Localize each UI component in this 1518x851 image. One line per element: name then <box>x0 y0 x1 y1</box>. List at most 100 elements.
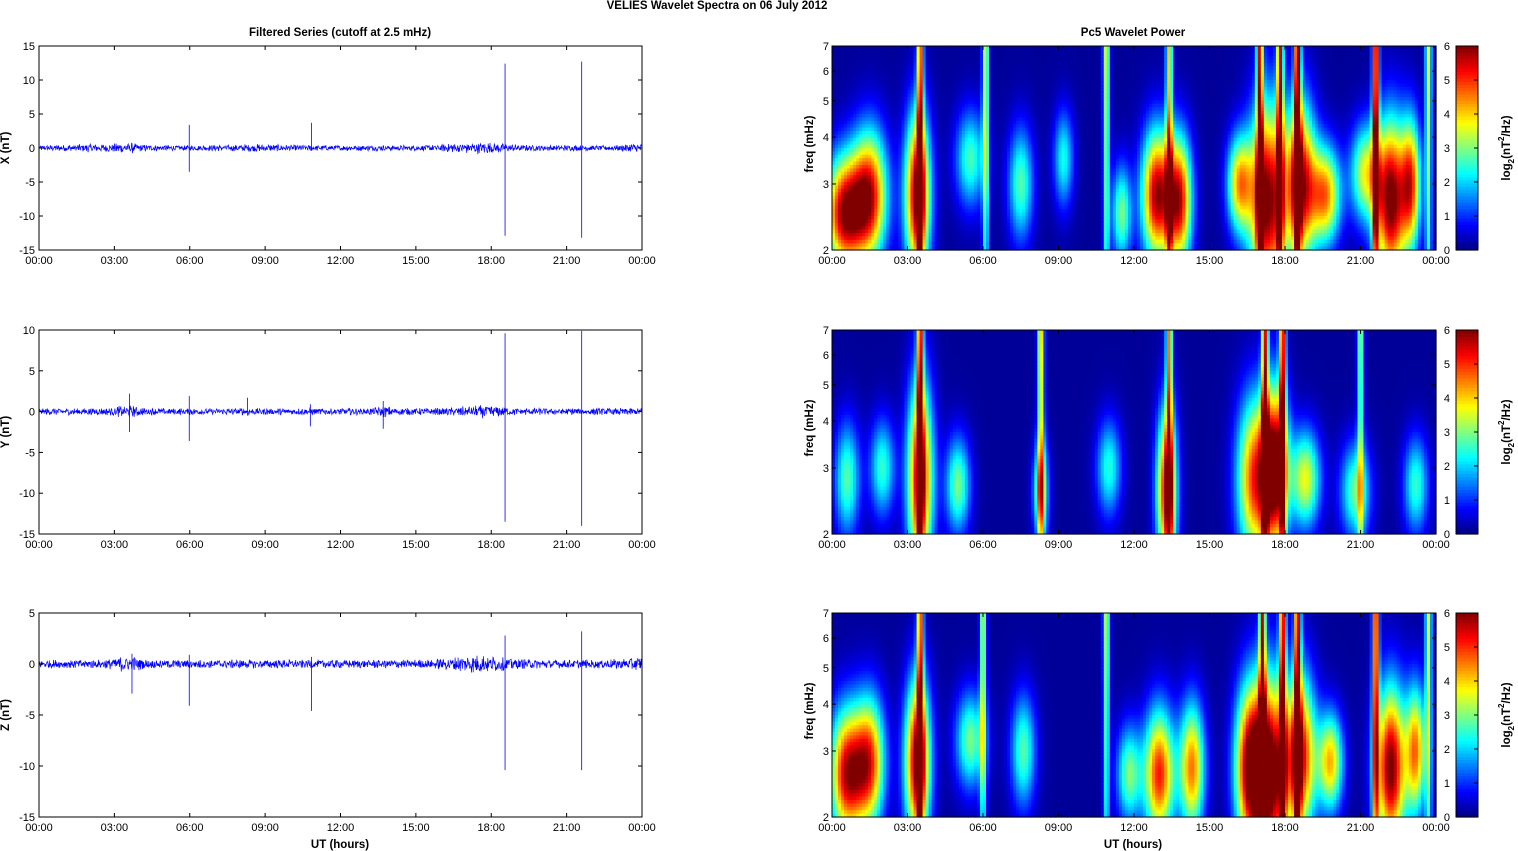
figure-suptitle: VELIES Wavelet Spectra on 06 July 2012 <box>607 0 828 12</box>
heatmap-cell <box>940 103 945 108</box>
heatmap-cell <box>880 59 884 64</box>
heatmap-cell <box>871 192 875 197</box>
heatmap-cell <box>853 161 857 166</box>
heatmap-cell <box>838 199 842 203</box>
heatmap-cell <box>841 178 845 183</box>
heatmap-cell <box>904 161 909 166</box>
y-tick-label: 0 <box>29 407 35 419</box>
heatmap-cell <box>892 59 897 64</box>
heatmap-cell <box>856 243 860 248</box>
heatmap-cell <box>955 90 960 95</box>
heatmap-cell <box>868 144 872 149</box>
heatmap-cell <box>913 107 918 112</box>
heatmap-cell <box>937 151 942 156</box>
heatmap-cell <box>880 202 884 207</box>
heatmap-cell <box>871 199 875 203</box>
heatmap-cell <box>844 239 848 244</box>
heatmap-cell <box>937 93 942 98</box>
heatmap-cell <box>937 56 942 61</box>
heatmap-cell <box>934 103 939 108</box>
heatmap-cell <box>958 222 963 227</box>
heatmap-cell <box>961 175 966 180</box>
heatmap-cell <box>919 168 924 173</box>
heatmap-cell <box>904 114 909 118</box>
heatmap-cell <box>949 117 954 122</box>
heatmap-cell <box>880 144 884 149</box>
heatmap-cell <box>907 144 912 149</box>
heatmap-cell <box>916 178 921 183</box>
heatmap-cell <box>919 239 924 244</box>
heatmap-cell <box>955 103 960 108</box>
heatmap-cell <box>952 182 957 186</box>
heatmap-cell <box>880 243 884 248</box>
heatmap-cell <box>895 205 900 210</box>
heatmap-cell <box>952 185 957 190</box>
heatmap-cell <box>841 127 845 132</box>
heatmap-cell <box>877 86 881 91</box>
heatmap-cell <box>886 66 890 71</box>
heatmap-cell <box>898 137 903 142</box>
heatmap-cell <box>865 59 869 64</box>
heatmap-cell <box>961 49 966 54</box>
heatmap-cell <box>889 107 893 112</box>
heatmap-cell <box>946 100 951 105</box>
heatmap-cell <box>841 63 845 67</box>
heatmap-cell <box>844 158 848 163</box>
heatmap-cell <box>943 144 948 149</box>
heatmap-cell <box>865 239 869 244</box>
heatmap-cell <box>868 205 872 210</box>
heatmap-cell <box>853 100 857 105</box>
heatmap-cell <box>952 59 957 64</box>
heatmap-cell <box>862 148 866 152</box>
heatmap-cell <box>850 59 854 64</box>
heatmap-cell <box>913 124 918 129</box>
heatmap-cell <box>907 141 912 146</box>
heatmap-cell <box>868 86 872 91</box>
heatmap-cell <box>862 66 866 71</box>
heatmap-cell <box>952 151 957 156</box>
heatmap-cell <box>871 222 875 227</box>
heatmap-cell <box>940 161 945 166</box>
heatmap-cell <box>940 93 945 98</box>
heatmap-cell <box>856 168 860 173</box>
heatmap-cell <box>874 107 878 112</box>
heatmap-cell <box>913 114 918 118</box>
heatmap-cell <box>871 56 875 61</box>
heatmap-cell <box>877 120 881 125</box>
heatmap-cell <box>928 134 933 139</box>
heatmap-cell <box>841 66 845 71</box>
heatmap-cell <box>853 110 857 115</box>
heatmap-cell <box>844 83 848 88</box>
heatmap-cell <box>904 165 909 169</box>
heatmap-cell <box>922 90 927 95</box>
y-tick-label: 10 <box>23 75 35 87</box>
heatmap-cell <box>844 90 848 95</box>
heatmap-cell <box>850 205 854 210</box>
heatmap-cell <box>868 219 872 224</box>
heatmap-cell <box>934 188 939 193</box>
heatmap-cell <box>964 83 969 88</box>
heatmap-cell <box>847 69 851 74</box>
heatmap-cell <box>943 222 948 227</box>
heatmap-cell <box>955 171 960 176</box>
heatmap-cell <box>925 90 930 95</box>
heatmap-cell <box>850 168 854 173</box>
heatmap-cell <box>865 151 869 156</box>
heatmap-cell <box>832 246 836 251</box>
heatmap-cell <box>853 178 857 183</box>
heatmap-cell <box>853 63 857 67</box>
heatmap-cell <box>946 114 951 118</box>
heatmap-cell <box>886 46 890 50</box>
heatmap-cell <box>832 175 836 180</box>
heatmap-cell <box>946 86 951 91</box>
heatmap-cell <box>895 114 900 118</box>
heatmap-cell <box>868 46 872 50</box>
heatmap-cell <box>868 52 872 57</box>
heatmap-cell <box>868 69 872 74</box>
heatmap-cell <box>883 202 887 207</box>
heatmap-cell <box>874 226 878 231</box>
heatmap-cell <box>910 192 915 197</box>
heatmap-cell <box>865 222 869 227</box>
heatmap-cell <box>865 124 869 129</box>
heatmap-cell <box>943 49 948 54</box>
